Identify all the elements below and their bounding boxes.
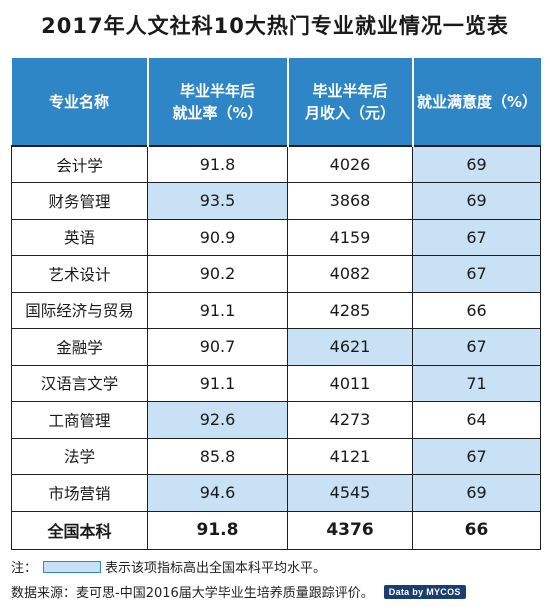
monthly-income-cell: 4026 — [287, 145, 413, 183]
major-name-cell: 法学 — [11, 437, 148, 475]
legend-note: 注： 表示该项指标高出全国本科平均水平。 — [11, 557, 326, 576]
table-row: 英语 90.9 4159 67 — [11, 218, 541, 256]
employment-rate-cell: 91.8 — [147, 145, 288, 183]
table-row: 工商管理 92.6 4273 64 — [11, 401, 541, 439]
monthly-income-cell: 3868 — [287, 182, 413, 220]
data-source: 数据来源：麦可思-中国2016届大学毕业生培养质量跟踪评价。 Data by M… — [11, 582, 466, 601]
source-text: 数据来源：麦可思-中国2016届大学毕业生培养质量跟踪评价。 — [11, 586, 374, 601]
major-name-cell: 汉语言文学 — [11, 364, 148, 402]
header-employment-rate: 毕业半年后 就业率（%） — [146, 58, 289, 146]
satisfaction-cell: 67 — [412, 437, 541, 475]
employment-rate-cell: 90.2 — [147, 255, 288, 293]
monthly-income-cell: 4621 — [287, 328, 413, 366]
page-title: 2017年人文社科10大热门专业就业情况一览表 — [41, 14, 509, 38]
major-name-cell: 英语 — [11, 218, 148, 256]
satisfaction-cell: 66 — [412, 510, 541, 550]
major-name-cell: 工商管理 — [11, 401, 148, 439]
monthly-income-cell: 4273 — [287, 401, 413, 439]
satisfaction-cell: 71 — [412, 364, 541, 402]
table-row: 法学 85.8 4121 67 — [11, 437, 541, 475]
major-name-cell: 会计学 — [11, 145, 148, 183]
major-name-cell: 金融学 — [11, 328, 148, 366]
table-row: 财务管理 93.5 3868 69 — [11, 182, 541, 220]
major-name-cell: 市场营销 — [11, 474, 148, 512]
employment-rate-cell: 94.6 — [147, 474, 288, 512]
employment-rate-cell: 90.9 — [147, 218, 288, 256]
major-name-cell: 国际经济与贸易 — [11, 291, 148, 329]
table-header-row: 专业名称 毕业半年后 就业率（%） 毕业半年后 月收入（元） 就业满意度（%） — [11, 58, 541, 146]
satisfaction-cell: 66 — [412, 291, 541, 329]
employment-rate-cell: 85.8 — [147, 437, 288, 475]
employment-rate-cell: 91.8 — [147, 510, 288, 550]
note-prefix: 注： — [11, 561, 38, 576]
header-major: 专业名称 — [11, 58, 149, 146]
major-name-cell: 艺术设计 — [11, 255, 148, 293]
highlight-swatch — [43, 560, 102, 573]
satisfaction-cell: 69 — [412, 182, 541, 220]
major-name-cell: 财务管理 — [11, 182, 148, 220]
header-satisfaction: 就业满意度（%） — [411, 58, 541, 146]
table-row: 市场营销 94.6 4545 69 — [11, 474, 541, 512]
table-row: 金融学 90.7 4621 67 — [11, 328, 541, 366]
employment-rate-cell: 92.6 — [147, 401, 288, 439]
monthly-income-cell: 4082 — [287, 255, 413, 293]
employment-rate-cell: 91.1 — [147, 364, 288, 402]
employment-rate-cell: 93.5 — [147, 182, 288, 220]
monthly-income-cell: 4011 — [287, 364, 413, 402]
satisfaction-cell: 67 — [412, 328, 541, 366]
monthly-income-cell: 4545 — [287, 474, 413, 512]
monthly-income-cell: 4121 — [287, 437, 413, 475]
employment-rate-cell: 90.7 — [147, 328, 288, 366]
satisfaction-cell: 69 — [412, 145, 541, 183]
major-name-cell: 全国本科 — [11, 510, 148, 550]
table-row: 会计学 91.8 4026 69 — [11, 145, 541, 183]
employment-table: 专业名称 毕业半年后 就业率（%） 毕业半年后 月收入（元） 就业满意度（%） 会计… — [11, 58, 541, 550]
national-total-row: 全国本科 91.8 4376 66 — [11, 510, 541, 550]
header-monthly-income: 毕业半年后 月收入（元） — [286, 58, 414, 146]
monthly-income-cell: 4285 — [287, 291, 413, 329]
mycos-logo: Data by MYCOS — [383, 584, 466, 599]
satisfaction-cell: 69 — [412, 474, 541, 512]
table-row: 汉语言文学 91.1 4011 71 — [11, 364, 541, 402]
note-text: 表示该项指标高出全国本科平均水平。 — [105, 561, 327, 576]
table-row: 艺术设计 90.2 4082 67 — [11, 255, 541, 293]
table-row: 国际经济与贸易 91.1 4285 66 — [11, 291, 541, 329]
satisfaction-cell: 67 — [412, 218, 541, 256]
monthly-income-cell: 4159 — [287, 218, 413, 256]
employment-rate-cell: 91.1 — [147, 291, 288, 329]
satisfaction-cell: 64 — [412, 401, 541, 439]
satisfaction-cell: 67 — [412, 255, 541, 293]
monthly-income-cell: 4376 — [287, 510, 413, 550]
